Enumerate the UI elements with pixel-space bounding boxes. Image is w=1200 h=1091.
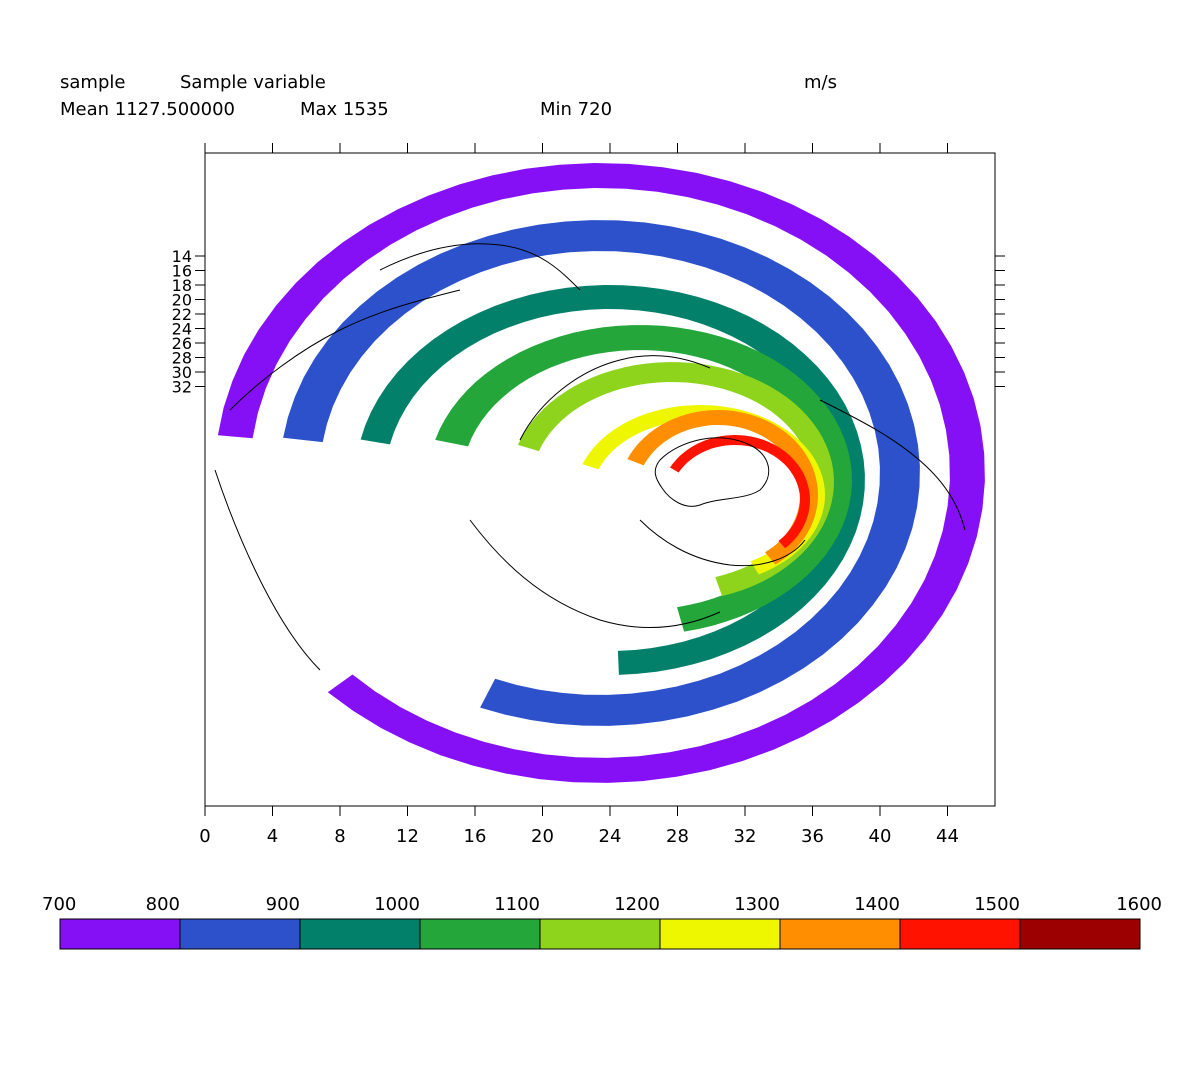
x-tick-label: 24 (599, 826, 622, 847)
x-tick-label: 44 (936, 826, 959, 847)
colorbar-swatch (59, 918, 181, 950)
colorbar-swatch (179, 918, 301, 950)
colorbar-swatch (539, 918, 661, 950)
variable-name: sample (60, 72, 126, 93)
colorbar-swatch (899, 918, 1021, 950)
y-tick-label: 24 (172, 320, 192, 339)
coastline (519, 355, 711, 441)
y-tick-label: 28 (172, 349, 192, 368)
colorbar-label: 1200 (614, 894, 660, 915)
y-tick-label: 16 (172, 262, 192, 281)
y-tick-label: 22 (172, 305, 192, 324)
x-axis: 0 4 8 12 16 20 24 28 32 36 40 44 (199, 143, 959, 847)
ring-bands (217, 163, 985, 783)
max-value: Max 1535 (300, 99, 389, 120)
coastline (214, 469, 321, 671)
colorbar-label: 1000 (374, 894, 420, 915)
coastline (639, 519, 806, 567)
colorbar-swatch (779, 918, 901, 950)
colorbar: 700 800 900 1000 1100 1200 1300 1400 1500 1600 (42, 894, 1162, 950)
x-tick-label: 4 (267, 826, 278, 847)
x-tick-label: 40 (869, 826, 892, 847)
colorbar-label: 900 (266, 894, 300, 915)
variable-units: m/s (804, 72, 837, 93)
ring-band (517, 362, 834, 597)
colorbar-swatch (299, 918, 421, 950)
mean-value: Mean 1127.500000 (60, 99, 236, 120)
colorbar-label: 1300 (734, 894, 780, 915)
y-tick-label: 14 (172, 247, 192, 266)
y-tick-label: 30 (172, 363, 192, 382)
x-tick-label: 32 (734, 826, 757, 847)
coastline (229, 289, 461, 411)
x-tick-label: 28 (666, 826, 689, 847)
y-tick-label: 32 (172, 378, 192, 397)
coastline (654, 437, 770, 507)
x-tick-label: 12 (396, 826, 419, 847)
coastline (819, 399, 966, 531)
colorbar-swatch (419, 918, 541, 950)
colorbar-swatch (659, 918, 781, 950)
colorbar-label: 1600 (1116, 894, 1162, 915)
colorbar-label: 1400 (854, 894, 900, 915)
ring-band (217, 163, 985, 783)
y-tick-label: 20 (172, 291, 192, 310)
colorbar-swatch (1019, 918, 1141, 950)
colorbar-label: 1100 (494, 894, 540, 915)
variable-long-name: Sample variable (180, 72, 326, 93)
colorbar-label: 1500 (974, 894, 1020, 915)
y-tick-label: 18 (172, 276, 192, 295)
coastline (379, 243, 581, 291)
colorbar-label: 700 (42, 894, 76, 915)
x-tick-label: 8 (334, 826, 345, 847)
x-tick-label: 16 (464, 826, 487, 847)
ring-band (670, 435, 810, 549)
y-tick-label: 26 (172, 334, 192, 353)
coastline (469, 519, 721, 629)
min-value: Min 720 (540, 99, 613, 120)
x-tick-label: 20 (531, 826, 554, 847)
x-tick-label: 36 (801, 826, 824, 847)
plot-frame (204, 152, 996, 807)
x-tick-label: 0 (199, 826, 210, 847)
coastlines (214, 243, 966, 671)
colorbar-label: 800 (146, 894, 180, 915)
